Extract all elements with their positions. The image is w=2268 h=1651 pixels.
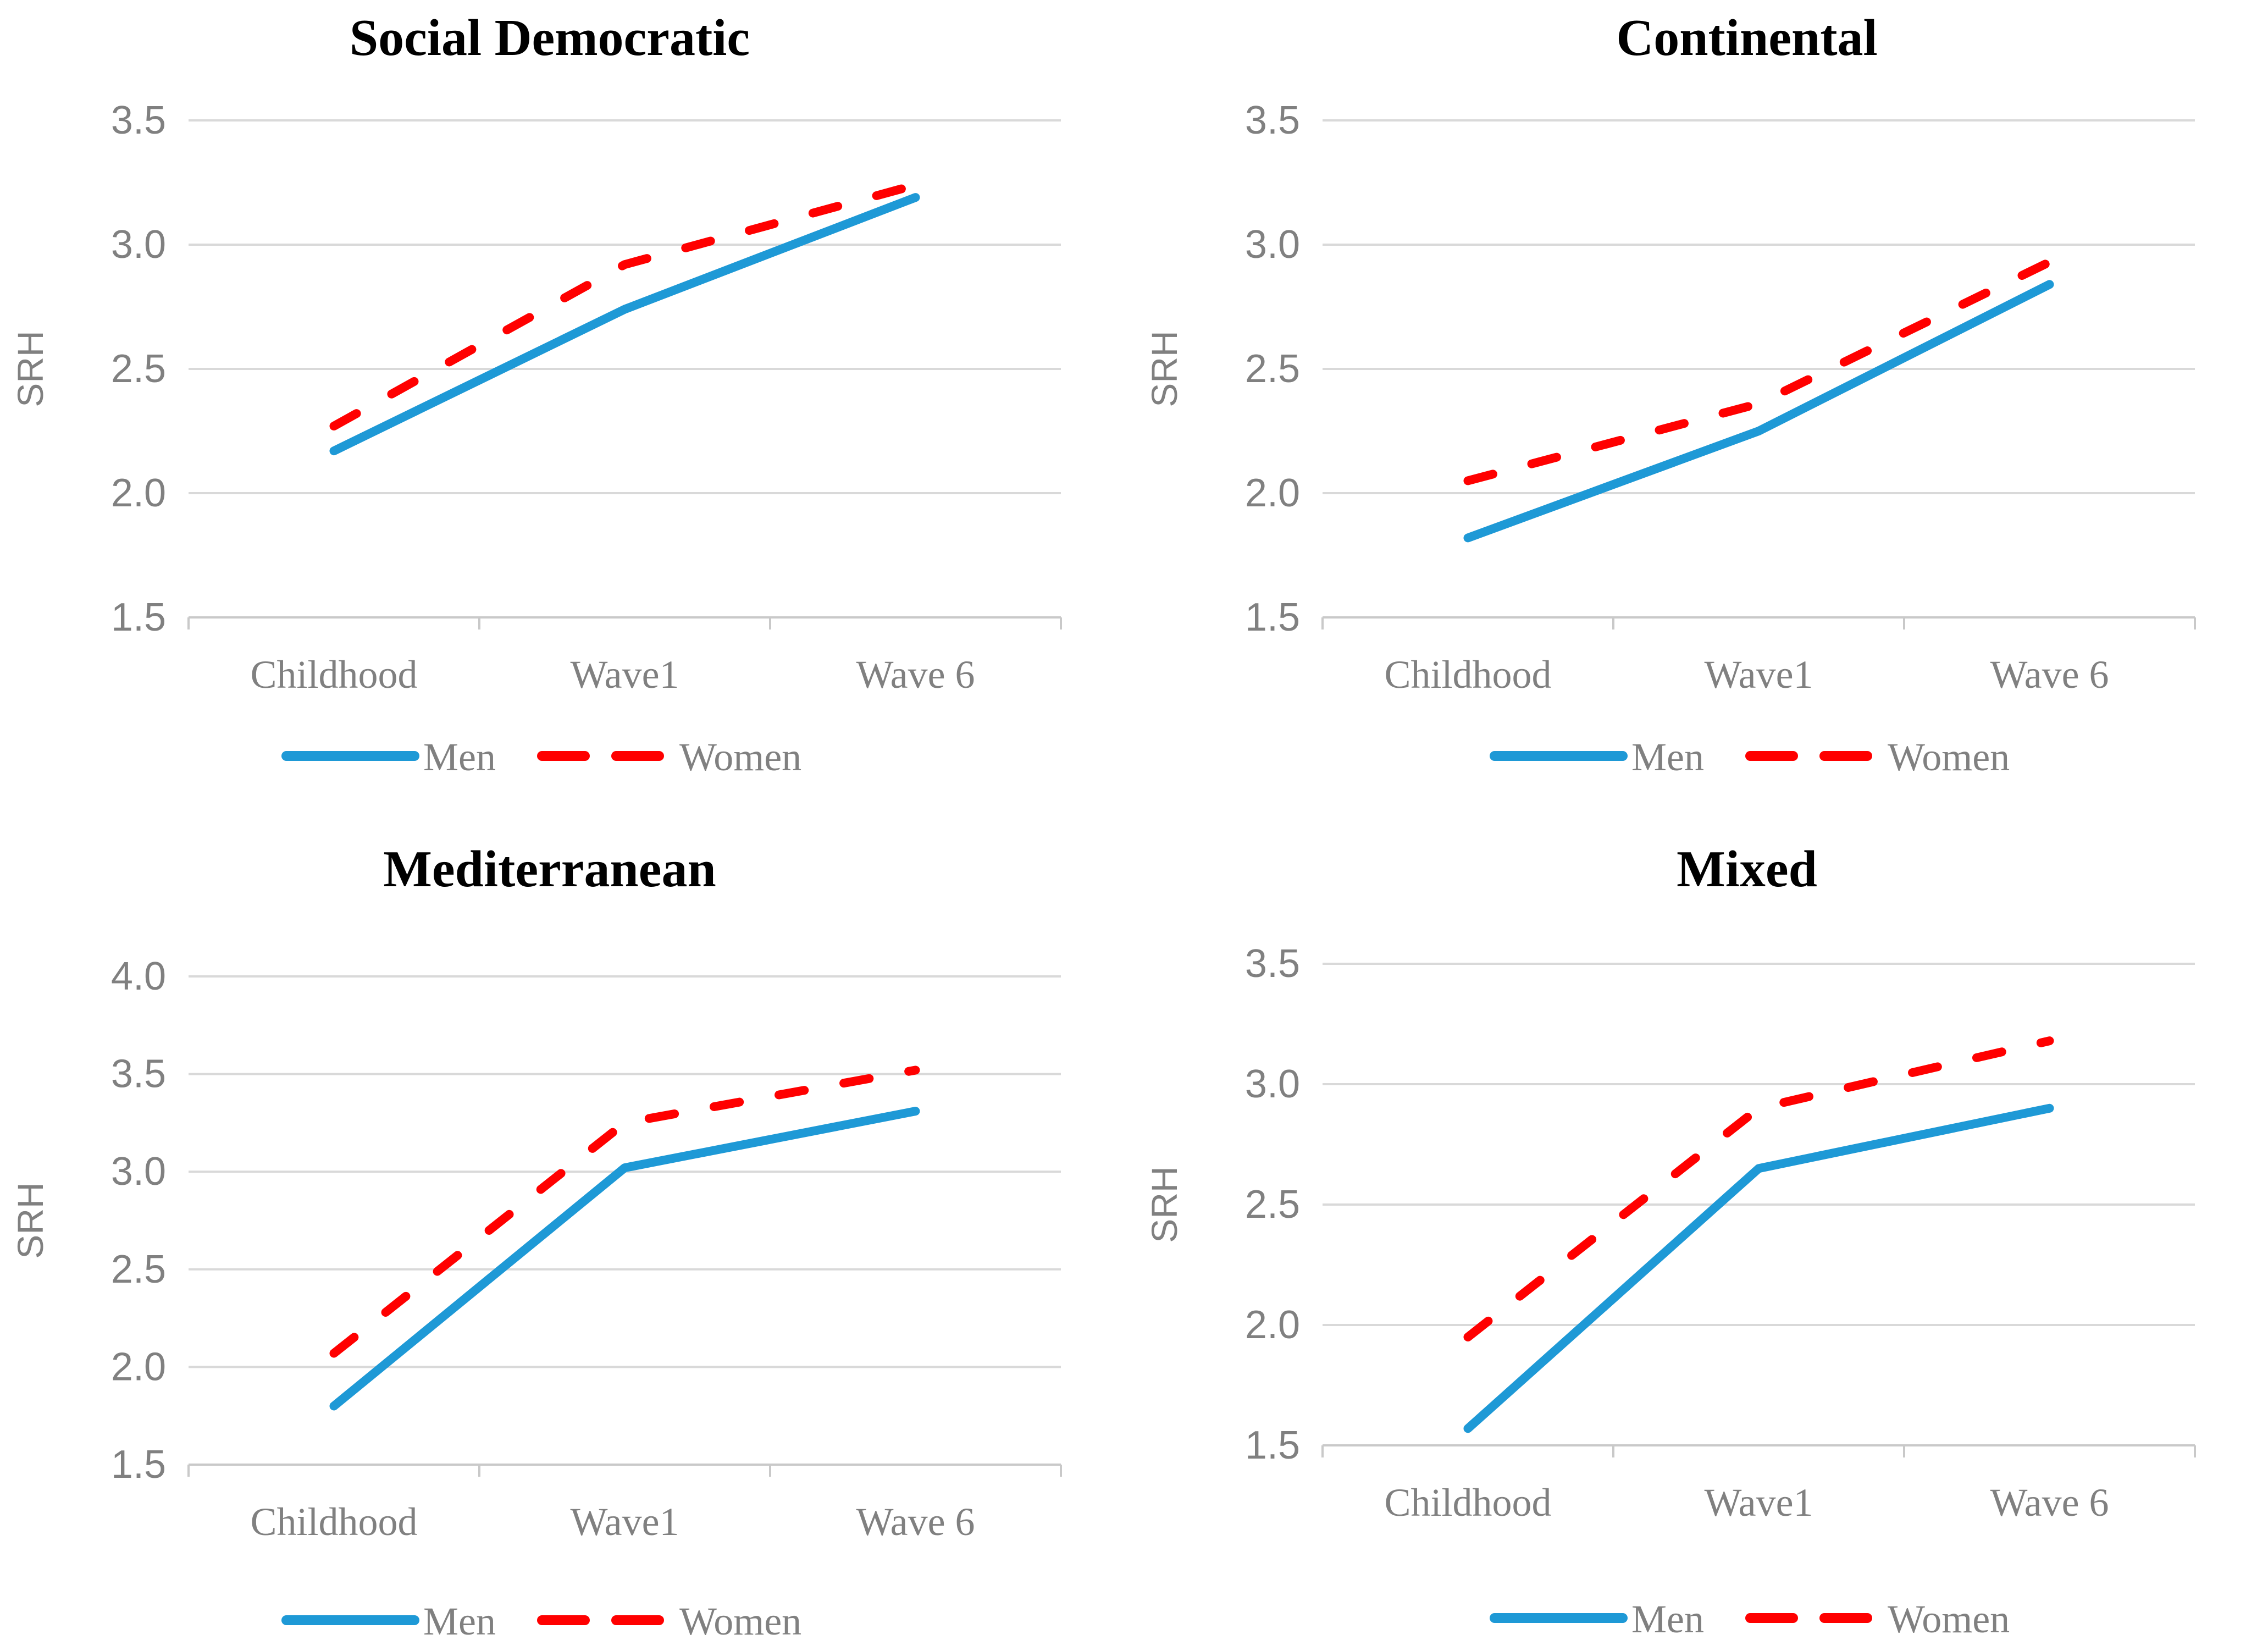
- x-category-label: Childhood: [250, 1500, 417, 1544]
- x-category-label: Wave 6: [1990, 653, 2109, 697]
- y-tick-label: 2.5: [111, 347, 166, 391]
- y-tick-label: 3.0: [1245, 1062, 1300, 1106]
- x-category-label: Childhood: [250, 653, 417, 697]
- chart-title: Social Democratic: [350, 9, 750, 67]
- series-line-men: [1463, 280, 2054, 543]
- series-line-men: [329, 193, 920, 456]
- y-axis-label: SRH: [10, 1182, 51, 1258]
- chart-mixed: 3.5 3.0 2.5 2.0 1.5 Mixed SRH Childhood Wave1 Wav…: [1144, 841, 2196, 1641]
- y-tick-label: 3.5: [1245, 942, 1300, 986]
- legend: Men Women: [281, 1599, 801, 1643]
- x-category-label: Wave 6: [856, 653, 975, 697]
- y-tick-label: 2.5: [1245, 347, 1300, 391]
- legend: Men Women: [281, 735, 801, 779]
- y-tick-label: 1.5: [111, 1443, 166, 1487]
- y-tick-label: 2.0: [111, 1345, 166, 1389]
- x-category-label: Childhood: [1384, 653, 1551, 697]
- x-category-label: Childhood: [1384, 1481, 1551, 1525]
- y-tick-label: 1.5: [1245, 1423, 1300, 1467]
- legend-men-label: Men: [423, 735, 496, 779]
- legend: Men Women: [1490, 1597, 2010, 1641]
- legend: Men Women: [1490, 735, 2010, 779]
- y-axis-label: SRH: [10, 330, 51, 407]
- legend-women-label: Women: [679, 735, 801, 779]
- legend-men-label: Men: [423, 1599, 496, 1643]
- series-line-women: [329, 1065, 920, 1358]
- y-tick-label: 2.0: [1245, 471, 1300, 515]
- y-tick-label: 2.5: [1245, 1183, 1300, 1227]
- y-tick-label: 3.0: [111, 1150, 166, 1194]
- series-line-men: [1463, 1103, 2054, 1433]
- x-category-label: Wave1: [1704, 1481, 1813, 1525]
- legend-men-label: Men: [1631, 1597, 1704, 1641]
- x-category-label: Wave1: [570, 653, 679, 697]
- y-tick-label: 4.0: [111, 954, 166, 998]
- chart-title: Mixed: [1677, 841, 1817, 898]
- chart-continental: 3.5 3.0 2.5 2.0 1.5 Continental SRH Childhood Wa…: [1144, 9, 2196, 779]
- chart-panel-continental: 3.5 3.0 2.5 2.0 1.5 Continental SRH Childhood Wa…: [1134, 0, 2268, 825]
- x-category-label: Wave 6: [1990, 1481, 2109, 1525]
- y-tick-label: 2.0: [111, 471, 166, 515]
- x-category-label: Wave1: [1704, 653, 1813, 697]
- chart-mediterranean: 4.0 3.5 3.0 2.5 2.0 1.5 Mediterranean SRH Childh…: [10, 841, 1062, 1643]
- chart-panel-social-democratic: 3.5 3.0 2.5 2.0 1.5 Social Democratic SRH Child…: [0, 0, 1134, 825]
- y-tick-label: 3.5: [1245, 98, 1300, 142]
- y-tick-label: 3.5: [111, 98, 166, 142]
- y-tick-label: 1.5: [1245, 595, 1300, 639]
- x-category-label: Wave 6: [856, 1500, 975, 1544]
- chart-panel-mixed: 3.5 3.0 2.5 2.0 1.5 Mixed SRH Childhood Wave1 Wav…: [1134, 825, 2268, 1651]
- series-line-men: [329, 1107, 920, 1411]
- y-tick-label: 2.5: [111, 1247, 166, 1291]
- chart-panel-mediterranean: 4.0 3.5 3.0 2.5 2.0 1.5 Mediterranean SRH Childh…: [0, 825, 1134, 1651]
- y-tick-label: 3.0: [1245, 223, 1300, 267]
- y-axis-label: SRH: [1144, 1166, 1185, 1243]
- y-tick-label: 3.0: [111, 223, 166, 267]
- chart-social-democratic: 3.5 3.0 2.5 2.0 1.5 Social Democratic SRH Child…: [10, 9, 1062, 779]
- x-category-label: Wave1: [570, 1500, 679, 1544]
- y-tick-label: 2.0: [1245, 1303, 1300, 1347]
- y-tick-label: 1.5: [111, 595, 166, 639]
- legend-women-label: Women: [1888, 735, 2010, 779]
- legend-men-label: Men: [1631, 735, 1704, 779]
- y-tick-label: 3.5: [111, 1052, 166, 1096]
- legend-women-label: Women: [679, 1599, 801, 1643]
- chart-title: Mediterranean: [383, 841, 716, 898]
- legend-women-label: Women: [1888, 1597, 2010, 1641]
- y-axis-label: SRH: [1144, 330, 1185, 407]
- series-line-women: [1463, 257, 2054, 485]
- chart-title: Continental: [1616, 9, 1877, 67]
- series-line-women: [329, 180, 920, 430]
